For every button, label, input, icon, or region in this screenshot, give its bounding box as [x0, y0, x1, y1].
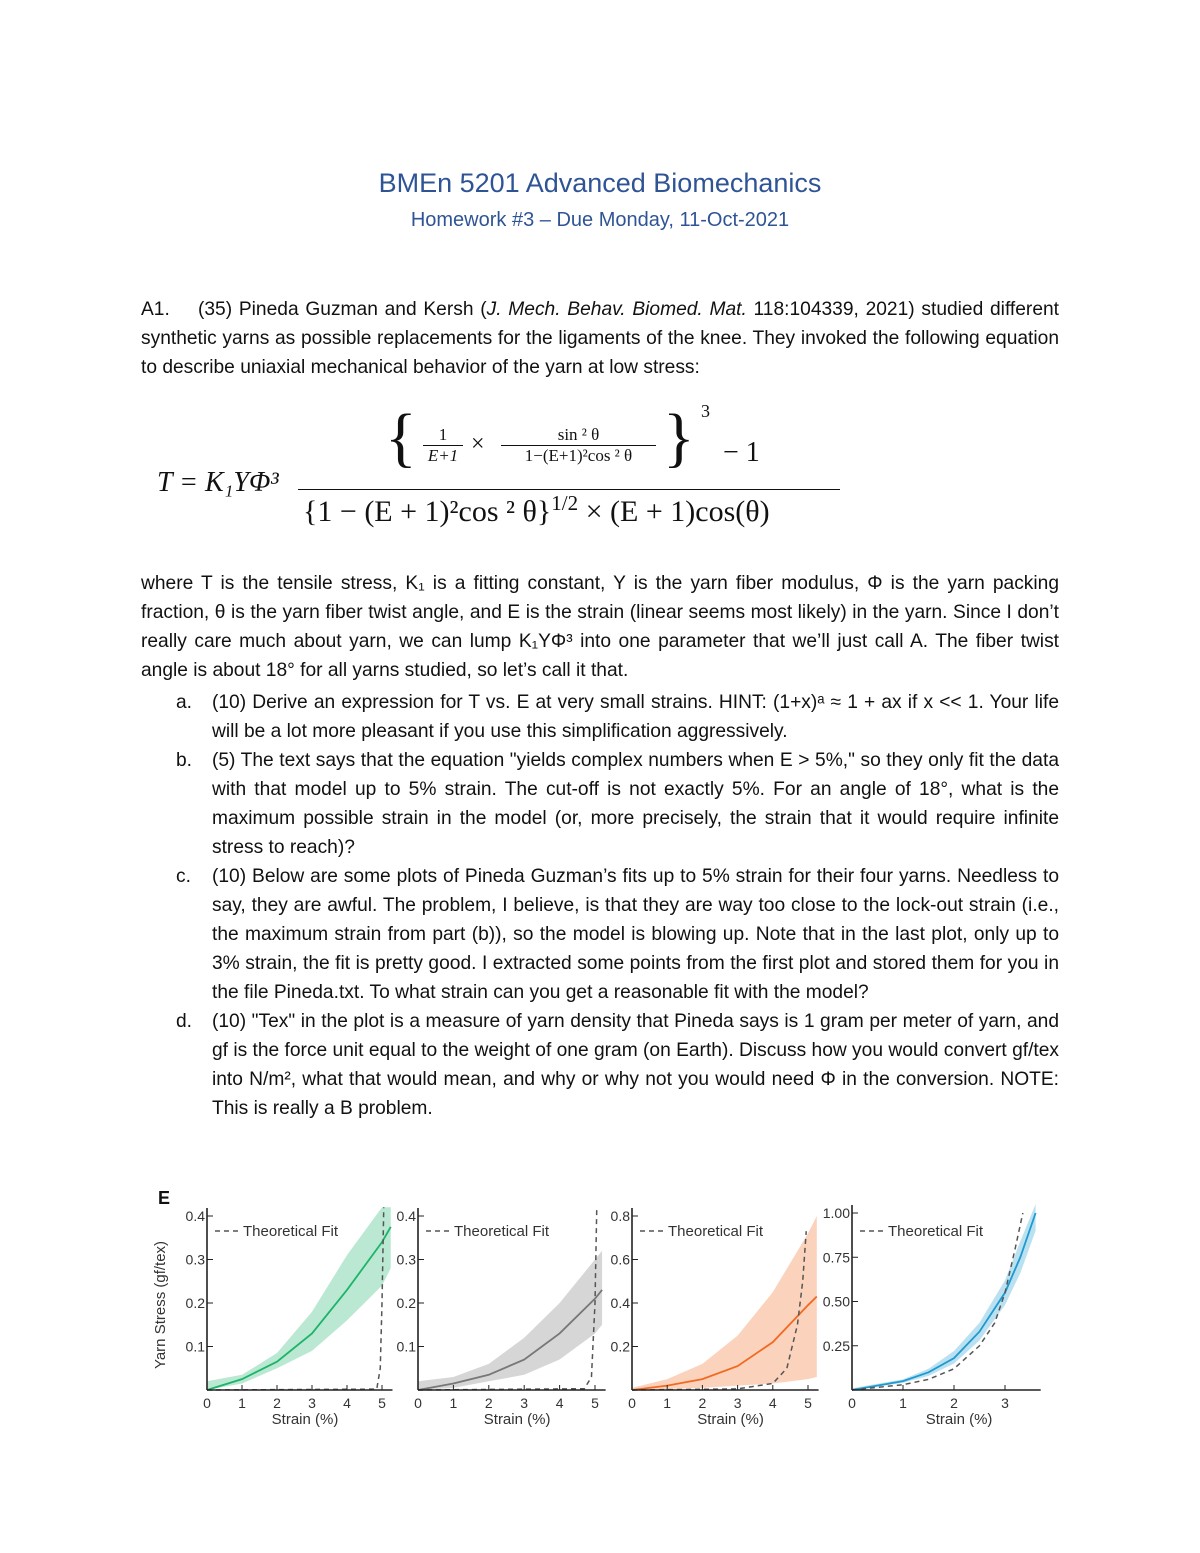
part-text: (5) The text says that the equation "yie…: [212, 750, 1059, 858]
x-tick-label: 5: [591, 1395, 599, 1411]
journal-name: J. Mech. Behav. Biomed. Mat.: [486, 299, 747, 320]
y-tick-label: 1.00: [823, 1205, 850, 1221]
document-title: BMEn 5201 Advanced Biomechanics: [378, 168, 822, 198]
x-tick-label: 4: [556, 1395, 564, 1411]
y-tick-label: 0.2: [186, 1295, 206, 1311]
y-tick-label: 0.3: [397, 1252, 417, 1268]
confidence-band-3: [632, 1216, 817, 1390]
part-b: b. (5) The text says that the equation "y…: [141, 746, 1059, 862]
x-tick-label: 0: [628, 1395, 636, 1411]
y-tick-label: 0.50: [823, 1294, 850, 1310]
legend-label: Theoretical Fit: [454, 1223, 550, 1240]
x-tick-label: 2: [273, 1395, 281, 1411]
x-tick-label: 3: [1001, 1395, 1009, 1411]
x-tick-label: 5: [378, 1395, 386, 1411]
x-tick-label: 3: [308, 1395, 316, 1411]
x-axis-label: Strain (%): [926, 1411, 993, 1428]
y-tick-label: 0.75: [823, 1249, 850, 1265]
x-axis-label: Strain (%): [484, 1411, 551, 1428]
part-a: a. (10) Derive an expression for T vs. E …: [141, 688, 1059, 746]
x-tick-label: 0: [203, 1395, 211, 1411]
x-tick-label: 5: [804, 1395, 812, 1411]
den-main: {1 − (E + 1)²cos ² θ}: [303, 495, 552, 528]
y-tick-label: 0.8: [611, 1208, 631, 1224]
confidence-band-1: [207, 1207, 391, 1390]
y-tick-label: 0.4: [186, 1208, 206, 1224]
part-marker: a.: [176, 692, 193, 713]
intro-text-cont: 118:104339, 2021) studied different synt…: [141, 299, 1059, 378]
intro-text: (35) Pineda Guzman and Kersh (: [198, 299, 487, 320]
equation-denominator: {1 − (E + 1)²cos ² θ}1/2 × (E + 1)cos(θ): [303, 493, 770, 529]
open-brace: {: [385, 401, 417, 474]
part-marker: b.: [176, 750, 193, 771]
part-text: (10) Derive an expression for T vs. E at…: [212, 692, 1059, 742]
y-tick-label: 0.1: [186, 1339, 206, 1355]
equation-lhs: T = K₁YΦ³: [157, 467, 279, 498]
y-tick-label: 0.4: [397, 1208, 417, 1224]
document-subtitle: Homework #3 – Due Monday, 11-Oct-2021: [410, 209, 790, 231]
x-tick-label: 0: [848, 1395, 856, 1411]
fraction-bar: [298, 489, 840, 490]
part-text: (10) "Tex" in the plot is a measure of y…: [212, 1011, 1059, 1119]
legend-label: Theoretical Fit: [243, 1223, 339, 1240]
problem-label: A1.: [141, 299, 170, 320]
x-tick-label: 1: [899, 1395, 907, 1411]
close-brace: }: [663, 401, 695, 474]
y-tick-label: 0.2: [611, 1339, 631, 1355]
equation: T = K₁YΦ³ { 1 E+1 × sin ² θ 1−(E+1)²cos …: [155, 395, 845, 545]
theoretical-fit-curve-2: [417, 1207, 598, 1391]
f2-den: 1−(E+1)²cos ² θ: [501, 445, 656, 466]
y-tick-label: 0.6: [611, 1252, 631, 1268]
yarn-stress-figure: 0 1 2 3 4 5 0.1 0.2 0.3 0.4 Strain (%) Theoretical …: [152, 1204, 1041, 1428]
x-tick-label: 1: [663, 1395, 671, 1411]
x-tick-label: 0: [414, 1395, 422, 1411]
part-marker: c.: [176, 866, 191, 887]
x-tick-label: 2: [485, 1395, 493, 1411]
x-tick-label: 1: [450, 1395, 458, 1411]
mean-curve-1: [206, 1226, 392, 1391]
x-tick-label: 4: [343, 1395, 351, 1411]
y-tick-label: 0.2: [397, 1295, 417, 1311]
equation-numerator: { 1 E+1 × sin ² θ 1−(E+1)²cos ² θ } 3 − …: [385, 401, 835, 483]
y-tick-label: 0.4: [611, 1295, 631, 1311]
confidence-band-4: [852, 1204, 1036, 1390]
x-tick-label: 1: [238, 1395, 246, 1411]
problem-intro: A1. (35) Pineda Guzman and Kersh (J. Mech…: [141, 295, 1059, 382]
den-tail: × (E + 1)cos(θ): [578, 495, 770, 528]
y-tick-label: 0.25: [823, 1338, 850, 1354]
part-marker: d.: [176, 1011, 193, 1032]
x-tick-label: 2: [950, 1395, 958, 1411]
exponent-3: 3: [701, 401, 710, 421]
times-sign: ×: [471, 431, 485, 457]
theoretical-fit-curve-4: [851, 1212, 1024, 1391]
x-tick-label: 3: [520, 1395, 528, 1411]
figure-panel-label: E: [158, 1188, 171, 1208]
y-tick-label: 0.1: [397, 1339, 417, 1355]
part-text: (10) Below are some plots of Pineda Guzm…: [212, 866, 1059, 1003]
confidence-band-2: [418, 1250, 603, 1390]
x-tick-label: 4: [769, 1395, 777, 1411]
mean-curve-2: [417, 1289, 603, 1391]
y-tick-label: 0.3: [186, 1252, 206, 1268]
part-d: d. (10) "Tex" in the plot is a measure of…: [141, 1007, 1059, 1123]
den-exponent: 1/2: [551, 491, 579, 515]
minus-one: − 1: [723, 437, 760, 468]
x-axis-label: Strain (%): [697, 1411, 764, 1428]
mean-curve-4: [851, 1212, 1037, 1391]
theoretical-fit-curve-1: [206, 1207, 385, 1391]
legend-label: Theoretical Fit: [668, 1223, 764, 1240]
where-paragraph: where T is the tensile stress, K₁ is a f…: [141, 573, 1059, 681]
legend-label: Theoretical Fit: [888, 1223, 984, 1240]
x-tick-label: 3: [734, 1395, 742, 1411]
f2-num: sin ² θ: [557, 425, 600, 444]
y-axis-label: Yarn Stress (gf/tex): [152, 1241, 169, 1369]
x-axis-label: Strain (%): [272, 1411, 339, 1428]
x-tick-label: 2: [699, 1395, 707, 1411]
part-c: c. (10) Below are some plots of Pineda Gu…: [141, 862, 1059, 1007]
parts-list: a. (10) Derive an expression for T vs. E …: [141, 688, 1059, 1123]
f1-num: 1: [438, 425, 448, 444]
f1-den: E+1: [423, 445, 463, 466]
